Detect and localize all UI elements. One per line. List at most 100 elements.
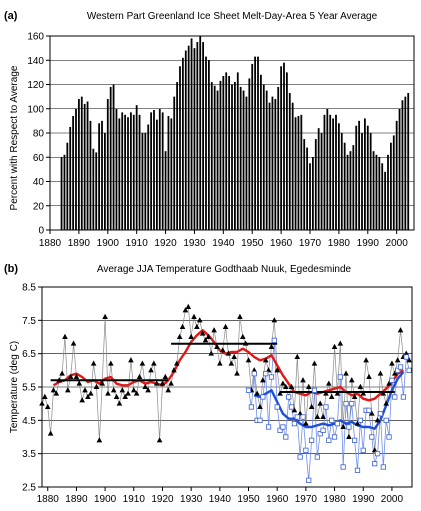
panel-b-triangle-marker: [188, 333, 194, 339]
panel-a-y-tick-label: 160: [27, 32, 44, 43]
panel-b-triangle-marker: [182, 307, 189, 313]
panel-b-square-marker: [297, 454, 303, 460]
panel-a-bar: [69, 126, 72, 230]
panel-a-bar: [213, 85, 216, 231]
panel-b-triangle-marker: [280, 380, 286, 386]
panel-b-triangle-marker: [176, 333, 183, 339]
panel-a-bar: [404, 96, 407, 230]
panel-a-bar: [291, 102, 294, 230]
panel-b-triangle-marker: [257, 403, 263, 409]
panel-b-square-marker: [372, 461, 378, 467]
panel-b-triangle-marker: [219, 347, 226, 353]
panel-b-square-marker: [360, 447, 366, 453]
panel-b-triangle-marker: [156, 437, 163, 443]
panel-b-triangle-marker: [217, 360, 223, 366]
panel-a-bar: [309, 163, 311, 230]
panel-a-bar: [135, 105, 138, 230]
panel-b-triangle-marker: [369, 410, 375, 416]
panel-b-square-marker: [271, 337, 277, 343]
panel-b-triangle-marker: [337, 340, 344, 346]
panel-b-square-marker: [334, 421, 341, 427]
panel-a-bar: [361, 133, 363, 230]
panel-a-bar: [262, 84, 265, 230]
panel-b-x-tick-label: 1930: [180, 494, 203, 505]
panel-b-square-marker: [331, 434, 338, 440]
panel-a-x-tick-label: 1940: [212, 238, 235, 249]
panel-b-triangle-marker: [346, 433, 352, 439]
panel-a-y-tick-label: 100: [27, 104, 44, 115]
panel-a-bar: [147, 124, 150, 230]
panel-a-bar: [231, 84, 233, 230]
panel-b-square-marker: [280, 424, 286, 430]
panel-a-bar: [337, 123, 340, 230]
panel-b-triangle-marker: [108, 360, 114, 366]
panel-b-triangle-marker: [208, 350, 215, 356]
panel-a-bar: [181, 57, 184, 231]
panel-b-triangle-marker: [214, 343, 220, 349]
panel-b-triangle-marker: [303, 420, 309, 426]
panel-a-bar: [222, 76, 225, 230]
panel-b-triangle-marker: [317, 400, 324, 406]
panel-a-bar: [124, 114, 127, 230]
panel-b-triangle-marker: [291, 407, 298, 413]
panel-b-triangle-marker: [228, 360, 235, 366]
panel-b-triangle-marker: [116, 400, 123, 406]
panel-a-bar: [381, 163, 384, 230]
panel-b-triangle-marker: [56, 377, 63, 383]
panel-a-bar: [63, 154, 66, 230]
panel-b-square-marker: [374, 451, 381, 457]
panel-b-triangle-marker: [371, 447, 378, 453]
panel-a-bar: [239, 86, 242, 230]
panel-a-bar: [366, 125, 369, 230]
panel-b-square-marker: [306, 477, 312, 483]
panel-b-triangle-marker: [76, 380, 83, 386]
panel-b-square-marker: [309, 437, 315, 443]
panel-a-melt-area: (a) Western Part Greenland Ice Sheet Mel…: [4, 10, 415, 249]
panel-a-bar: [153, 109, 155, 230]
panel-b-x-tick-label: 1910: [123, 494, 146, 505]
panel-b-triangle-marker: [326, 380, 332, 386]
panel-b-triangle-marker: [323, 390, 329, 396]
panel-b-triangle-marker: [136, 373, 143, 379]
panel-b-triangle-marker: [171, 367, 177, 373]
panel-b-triangle-marker: [70, 340, 77, 346]
panel-b-square-marker: [291, 421, 298, 427]
panel-b-triangle-marker: [239, 333, 246, 339]
panel-a-bar: [355, 125, 358, 230]
panel-b-x-tick-label: 1890: [65, 494, 88, 505]
panel-a-y-tick-label: 0: [38, 226, 44, 237]
panel-b-x-tick-label: 1960: [266, 494, 289, 505]
panel-b-triangle-marker: [274, 367, 280, 373]
panel-a-bar: [340, 133, 343, 230]
panel-b-square-marker: [263, 371, 269, 377]
panel-a-bar: [196, 42, 199, 230]
panel-b-square-marker: [406, 367, 412, 373]
panel-b-square-marker: [300, 414, 306, 420]
panel-a-bar: [245, 96, 248, 230]
panel-b-triangle-marker: [205, 333, 212, 339]
panel-b-square-marker: [320, 427, 326, 433]
panel-a-bar: [233, 82, 236, 230]
panel-a-bar: [210, 82, 213, 230]
panel-b-triangle-marker: [260, 377, 266, 383]
panel-b-triangle-marker: [277, 390, 283, 396]
panel-b-triangle-marker: [65, 387, 71, 393]
panel-b-triangle-marker: [113, 393, 120, 399]
panel-a-bar: [83, 103, 86, 230]
panel-b-triangle-marker: [125, 390, 131, 396]
panel-b-triangle-marker: [42, 393, 48, 399]
panel-b-triangle-marker: [320, 413, 326, 419]
panel-b-square-marker: [257, 417, 263, 423]
panel-a-bar: [314, 139, 317, 230]
panel-a-bar: [352, 145, 355, 230]
panel-b-triangle-marker: [271, 317, 278, 323]
panel-b-square-marker: [357, 417, 363, 423]
panel-a-bar: [363, 118, 366, 230]
panel-a-bar: [401, 100, 404, 230]
panel-b-square-marker: [337, 374, 343, 380]
panel-a-bar: [127, 117, 129, 230]
panel-a-x-tick-label: 1920: [154, 238, 177, 249]
panel-a-bar: [372, 151, 375, 230]
panel-b-y-ticks: 2.5 3.5 4.5 5.5 6.5 7.5 8.5: [22, 283, 42, 494]
